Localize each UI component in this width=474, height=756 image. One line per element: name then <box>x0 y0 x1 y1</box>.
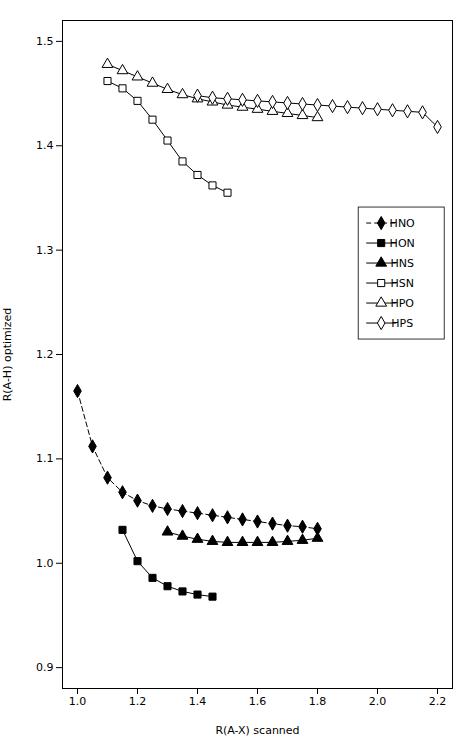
svg-text:HNO: HNO <box>390 217 416 230</box>
svg-text:2.0: 2.0 <box>369 695 387 708</box>
svg-text:1.5: 1.5 <box>36 35 54 48</box>
svg-text:1.6: 1.6 <box>249 695 267 708</box>
svg-text:HSN: HSN <box>390 277 413 290</box>
svg-text:0.9: 0.9 <box>36 661 54 674</box>
svg-text:R(A-H) optimized: R(A-H) optimized <box>1 308 14 402</box>
svg-text:1.0: 1.0 <box>69 695 87 708</box>
svg-text:1.2: 1.2 <box>36 348 54 361</box>
svg-text:1.4: 1.4 <box>36 139 54 152</box>
svg-text:1.3: 1.3 <box>36 244 54 257</box>
svg-text:1.0: 1.0 <box>36 557 54 570</box>
svg-text:1.8: 1.8 <box>309 695 327 708</box>
svg-text:1.4: 1.4 <box>189 695 207 708</box>
svg-text:HNS: HNS <box>390 257 414 270</box>
svg-text:HPO: HPO <box>390 297 414 310</box>
svg-text:1.1: 1.1 <box>36 452 54 465</box>
svg-text:R(A-X) scanned: R(A-X) scanned <box>215 724 299 737</box>
svg-text:HON: HON <box>390 237 415 250</box>
svg-text:HPS: HPS <box>391 317 413 330</box>
svg-text:2.2: 2.2 <box>429 695 447 708</box>
svg-text:1.2: 1.2 <box>129 695 147 708</box>
